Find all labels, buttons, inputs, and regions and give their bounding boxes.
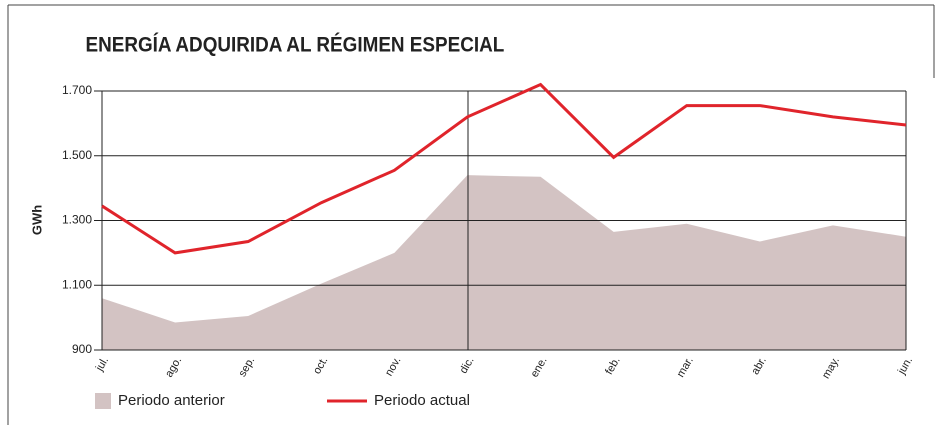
legend-swatch — [95, 393, 111, 409]
y-tick-label: 1.700 — [62, 83, 92, 97]
area — [102, 175, 906, 350]
x-tick-label: ago. — [163, 355, 184, 380]
y-tick-label: 900 — [72, 342, 92, 356]
x-tick-label: may. — [820, 355, 842, 381]
line — [101, 82, 907, 255]
plot — [102, 175, 906, 350]
y-tick-label: 1.100 — [62, 277, 92, 291]
legend-label: Periodo actual — [374, 392, 470, 409]
legend-label: Periodo anterior — [118, 392, 225, 409]
y-axis-label: GWh — [29, 205, 44, 235]
chart-title: ENERGÍA ADQUIRIDA AL RÉGIMEN ESPECIAL — [86, 33, 505, 57]
y-tick-label: 1.500 — [62, 148, 92, 162]
x-tick-label: feb. — [603, 355, 623, 377]
x-tick-label: abr. — [749, 355, 769, 377]
y-tick-label: 1.300 — [62, 213, 92, 227]
x-tick-label: jun. — [895, 355, 915, 377]
x-tick-label: sep. — [237, 355, 258, 379]
x-tick-label: oct. — [311, 355, 330, 376]
x-tick-label: dic. — [458, 355, 477, 376]
x-tick-label: mar. — [675, 355, 696, 380]
x-tick-label: ene. — [529, 355, 550, 380]
x-tick-label: jul. — [93, 355, 111, 374]
x-tick-label: nov. — [383, 355, 403, 378]
